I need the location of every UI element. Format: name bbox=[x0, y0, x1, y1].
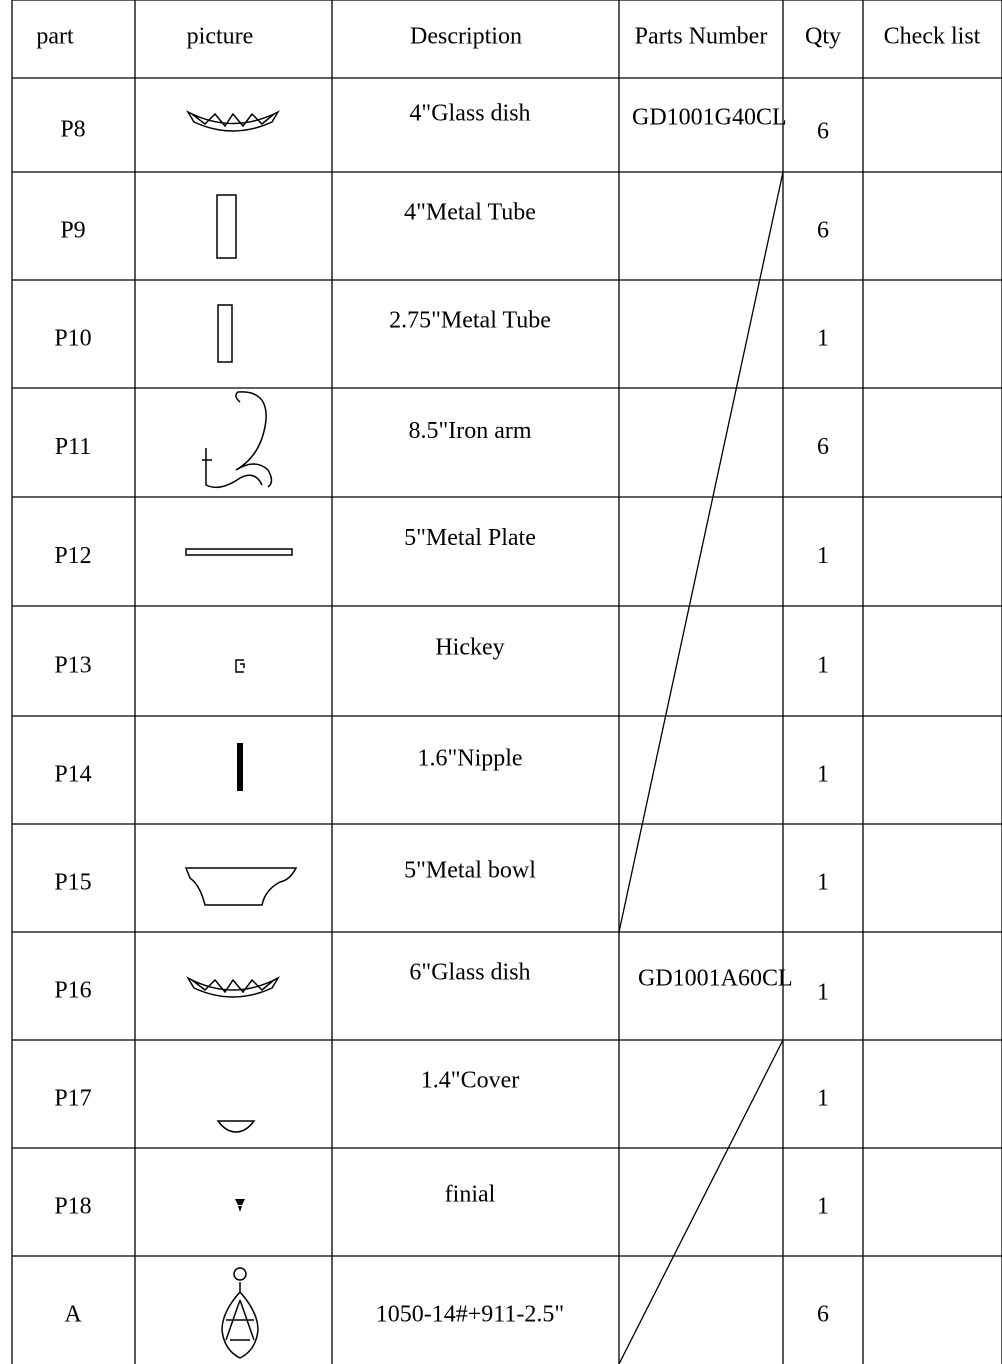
header-cell: Parts Number bbox=[635, 24, 768, 50]
glass-dish-picture bbox=[186, 110, 280, 132]
picture-cell bbox=[185, 548, 293, 556]
picture-cell bbox=[221, 1267, 259, 1359]
picture-cell bbox=[217, 304, 233, 363]
header-cell: Check list bbox=[884, 24, 981, 50]
blank-mark bbox=[618, 1039, 784, 1364]
part-cell: P10 bbox=[54, 326, 91, 352]
qty-cell: 1 bbox=[817, 1086, 829, 1112]
picture-cell bbox=[186, 110, 280, 132]
cover-picture bbox=[216, 1120, 256, 1133]
finial-picture bbox=[235, 1199, 245, 1212]
picture-cell bbox=[235, 659, 245, 673]
bowl-picture bbox=[184, 867, 298, 906]
plate-picture bbox=[185, 548, 293, 556]
part-cell: P16 bbox=[54, 978, 91, 1004]
header-cell: picture bbox=[187, 24, 254, 50]
picture-cell bbox=[237, 743, 243, 791]
header-cell: Qty bbox=[805, 24, 841, 50]
description-cell: 1050-14#+911-2.5" bbox=[376, 1302, 564, 1328]
picture-cell bbox=[202, 391, 273, 489]
qty-cell: 1 bbox=[817, 543, 829, 569]
picture-cell bbox=[216, 1120, 256, 1133]
part-cell: P11 bbox=[55, 434, 91, 460]
blank-mark bbox=[618, 171, 784, 933]
part-cell: P15 bbox=[54, 870, 91, 896]
qty-cell: 1 bbox=[817, 870, 829, 896]
qty-cell: 1 bbox=[817, 1194, 829, 1220]
iron-arm-picture bbox=[202, 391, 273, 489]
qty-cell: 1 bbox=[817, 326, 829, 352]
picture-cell bbox=[216, 194, 237, 259]
tube-picture bbox=[216, 194, 237, 259]
description-cell: finial bbox=[445, 1182, 496, 1208]
crystal-top-picture bbox=[233, 1267, 247, 1281]
description-cell: 5"Metal bowl bbox=[404, 858, 536, 884]
qty-cell: 1 bbox=[817, 762, 829, 788]
header-cell: part bbox=[36, 24, 74, 50]
parts-number-cell: GD1001G40CL bbox=[632, 105, 787, 131]
description-cell: 4"Glass dish bbox=[409, 101, 530, 127]
nipple-picture bbox=[237, 743, 243, 791]
picture-cell bbox=[185, 976, 281, 998]
part-cell: A bbox=[64, 1302, 82, 1328]
description-cell: 1.4"Cover bbox=[421, 1068, 519, 1094]
description-cell: 2.75"Metal Tube bbox=[389, 308, 551, 334]
qty-cell: 6 bbox=[817, 434, 829, 460]
qty-cell: 6 bbox=[817, 218, 829, 244]
hickey-picture bbox=[235, 659, 245, 673]
qty-cell: 1 bbox=[817, 980, 829, 1006]
qty-cell: 6 bbox=[817, 119, 829, 145]
part-cell: P18 bbox=[54, 1194, 91, 1220]
description-cell: 1.6"Nipple bbox=[417, 746, 522, 772]
part-cell: P13 bbox=[54, 653, 91, 679]
tube-picture bbox=[217, 304, 233, 363]
part-cell: P14 bbox=[54, 762, 91, 788]
description-cell: 6"Glass dish bbox=[409, 960, 530, 986]
glass-dish-picture bbox=[185, 976, 281, 998]
picture-cell bbox=[235, 1199, 245, 1212]
part-cell: P9 bbox=[60, 218, 85, 244]
part-cell: P12 bbox=[54, 543, 91, 569]
qty-cell: 1 bbox=[817, 653, 829, 679]
part-cell: P8 bbox=[60, 117, 85, 143]
picture-cell bbox=[184, 867, 298, 906]
parts-number-cell: GD1001A60CL bbox=[638, 966, 793, 992]
qty-cell: 6 bbox=[817, 1302, 829, 1328]
header-cell: Description bbox=[410, 24, 522, 50]
crystal-picture bbox=[221, 1282, 259, 1359]
description-cell: 5"Metal Plate bbox=[404, 525, 536, 551]
description-cell: 4"Metal Tube bbox=[404, 200, 536, 226]
description-cell: 8.5"Iron arm bbox=[408, 418, 531, 444]
part-cell: P17 bbox=[54, 1086, 91, 1112]
description-cell: Hickey bbox=[435, 635, 504, 661]
